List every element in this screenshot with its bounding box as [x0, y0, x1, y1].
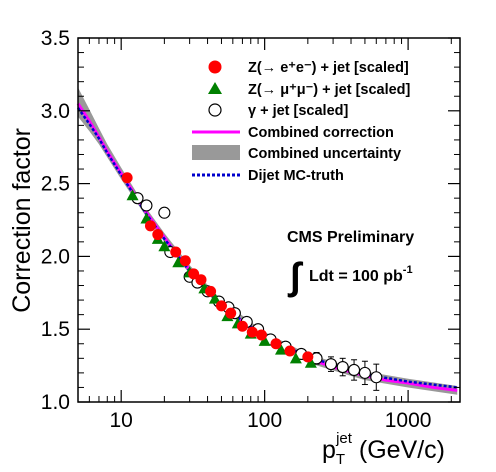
tick-layer: 1.0 1.5 2.0 2.5 3.0 3.5 10 100 1000 [41, 27, 460, 432]
gamma-jet-point-20 [370, 371, 383, 384]
legend-label-comb: Combined correction [248, 125, 394, 141]
y-tick-label-3: 2.5 [41, 173, 70, 196]
z-ee-point-9 [225, 307, 237, 319]
z-ee-point-6 [195, 274, 207, 286]
z-ee-point-2 [152, 229, 164, 241]
plot-frame [77, 37, 461, 403]
z-mumu-point-3 [158, 240, 171, 252]
legend-box-unc [192, 145, 240, 160]
gamma-jet-point-19 [358, 366, 371, 379]
z-mumu-point-11 [258, 334, 271, 346]
y-tick-label-0: 1.0 [41, 391, 70, 414]
x-tick-label-0: 10 [110, 409, 133, 432]
legend-marker-zmm [208, 82, 222, 94]
legend-label-gam: γ + jet [scaled] [248, 103, 349, 119]
gamma-jet-point-2 [158, 206, 171, 219]
z-ee-point-1 [144, 220, 156, 232]
luminosity-sup: -1 [403, 264, 413, 276]
gamma-jet-point-16 [324, 358, 338, 371]
z-ee-point-7 [205, 285, 217, 297]
legend-label-zmm: Z(→ μ⁺μ⁻) + jet [scaled] [248, 82, 411, 98]
x-tick-label-2: 1000 [385, 409, 432, 432]
gamma-jet-point-17 [336, 361, 349, 374]
y-tick-label-2: 2.0 [41, 245, 70, 268]
y-tick-label-4: 3.0 [41, 100, 70, 123]
legend: Z(→ e⁺e⁻) + jet [scaled] Z(→ μ⁺μ⁻) + jet… [192, 60, 411, 184]
gamma-jet-point-18 [348, 363, 361, 377]
legend-label-mc: Dijet MC-truth [248, 168, 344, 184]
x-tick-label-1: 100 [247, 409, 282, 432]
y-tick-label-5: 3.5 [41, 27, 70, 50]
gamma-jet-point-1 [140, 199, 153, 212]
integral-symbol: ∫ [287, 256, 304, 298]
y-axis-label: Correction factor [8, 128, 36, 313]
z-ee-point-13 [270, 338, 282, 350]
z-ee-point-8 [215, 300, 227, 312]
z-ee-point-5 [188, 268, 200, 280]
x-axis-label-unit: (GeV/c) [352, 436, 445, 464]
x-axis-label-sup: jet [335, 430, 353, 447]
z-ee-point-10 [236, 320, 248, 332]
z-ee-point-12 [255, 329, 267, 341]
z-mumu-point-14 [304, 356, 317, 368]
z-mumu-point-12 [274, 343, 287, 355]
z-ee-point-0 [121, 172, 133, 184]
legend-label-zee: Z(→ e⁺e⁻) + jet [scaled] [248, 60, 409, 76]
x-axis-label-main: p [322, 436, 336, 464]
z-ee-point-14 [284, 345, 296, 357]
z-ee-point-11 [246, 326, 258, 338]
z-mumu-point-0 [126, 189, 139, 201]
legend-marker-gam [208, 103, 222, 117]
luminosity-main: Ldt = 100 pb [309, 268, 403, 285]
legend-label-unc: Combined uncertainty [248, 146, 401, 162]
luminosity-label: Ldt = 100 pb-1 [309, 264, 413, 285]
z-ee-point-3 [170, 246, 182, 258]
cms-preliminary-label: CMS Preliminary [287, 229, 414, 246]
z-ee-point-15 [302, 351, 314, 363]
z-ee-point-4 [179, 255, 191, 267]
z-mumu-point-13 [289, 352, 302, 364]
legend-marker-zee [208, 60, 222, 74]
x-axis-label-sub: T [336, 451, 345, 468]
y-tick-label-1: 1.5 [41, 318, 70, 341]
x-axis-label: pTjet (GeV/c) [322, 430, 445, 468]
marker-layer [121, 172, 383, 391]
z-mumu-point-7 [208, 292, 221, 304]
